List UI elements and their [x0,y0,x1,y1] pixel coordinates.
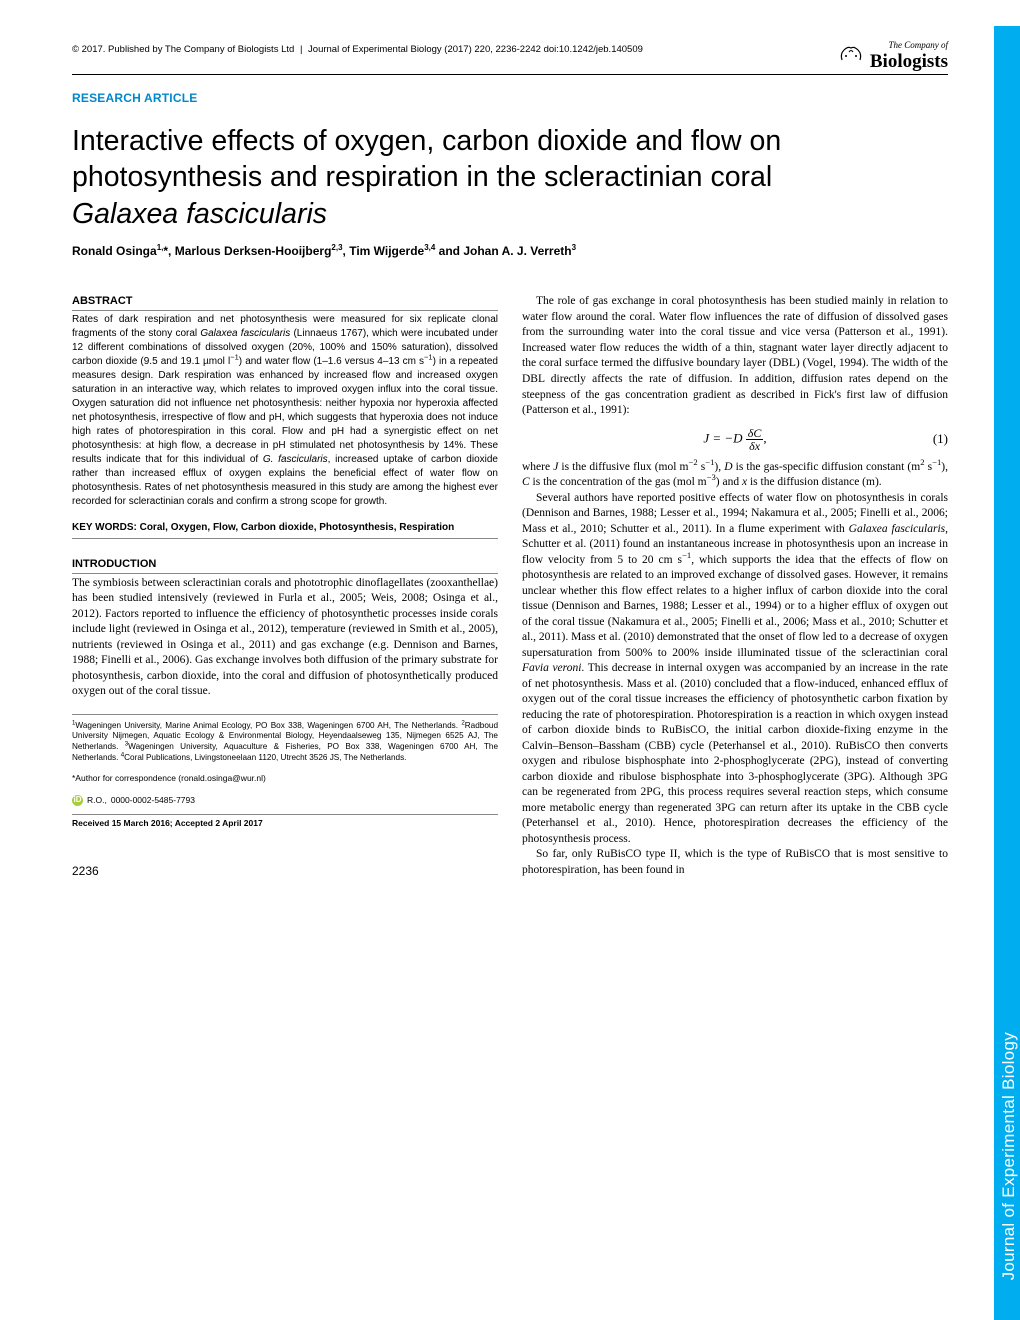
abstract-heading: ABSTRACT [72,294,498,311]
article-type-label: RESEARCH ARTICLE [72,91,948,105]
article-title: Interactive effects of oxygen, carbon di… [72,123,948,232]
orcid-row: iD R.O., 0000-0002-5485-7793 [72,795,498,806]
sidebar-journal-name: Journal of Experimental Biology [999,1032,1019,1280]
two-column-layout: ABSTRACT Rates of dark respiration and n… [72,294,948,878]
title-line-1: Interactive effects of oxygen, carbon di… [72,125,781,157]
title-line-2: photosynthesis and respiration in the sc… [72,161,772,193]
page-header: © 2017. Published by The Company of Biol… [72,36,948,75]
introduction-heading: INTRODUCTION [72,557,498,574]
title-species: Galaxea fascicularis [72,198,327,230]
eq-left: J = −D [703,430,742,445]
right-column: The role of gas exchange in coral photos… [522,294,948,878]
page-content: © 2017. Published by The Company of Biol… [0,0,1020,908]
logo-bottom-text: Biologists [870,51,948,72]
col2-paragraph-4: So far, only RuBisCO type II, which is t… [522,847,948,878]
separator: | [300,44,302,55]
equation-1: J = −D δC δx , (1) [522,427,948,452]
received-accepted: Received 15 March 2016; Accepted 2 April… [72,814,498,829]
affiliations: 1Wageningen University, Marine Animal Ec… [72,714,498,764]
keywords: KEY WORDS: Coral, Oxygen, Flow, Carbon d… [72,521,498,539]
orcid-initials: R.O., [87,795,107,806]
introduction-body: The symbiosis between scleractinian cora… [72,576,498,700]
correspondence: *Author for correspondence (ronald.osing… [72,773,498,784]
author-list: Ronald Osinga1,*, Marlous Derksen-Hooijb… [72,244,948,258]
eq-denominator: δx [746,440,764,452]
biologists-logo-icon [838,40,864,68]
abstract-body: Rates of dark respiration and net photos… [72,313,498,509]
intro-paragraph-1: The symbiosis between scleractinian cora… [72,576,498,700]
equation-number: (1) [933,430,948,448]
orcid-id: 0000-0002-5485-7793 [111,795,195,806]
logo-top-text: The Company of [889,40,949,50]
journal-citation: Journal of Experimental Biology (2017) 2… [308,44,643,55]
eq-comma: , [763,430,766,445]
left-column: ABSTRACT Rates of dark respiration and n… [72,294,498,878]
col2-paragraph-1: The role of gas exchange in coral photos… [522,294,948,418]
header-citation: © 2017. Published by The Company of Biol… [72,36,643,55]
col2-paragraph-3: Several authors have reported positive e… [522,491,948,848]
orcid-icon: iD [72,795,83,806]
copyright-text: © 2017. Published by The Company of Biol… [72,44,294,55]
col2-paragraph-2: where J is the diffusive flux (mol m−2 s… [522,460,948,491]
eq-fraction: δC δx [746,427,764,452]
publisher-logo: The Company of Biologists [838,36,948,71]
page-number: 2236 [72,864,99,878]
